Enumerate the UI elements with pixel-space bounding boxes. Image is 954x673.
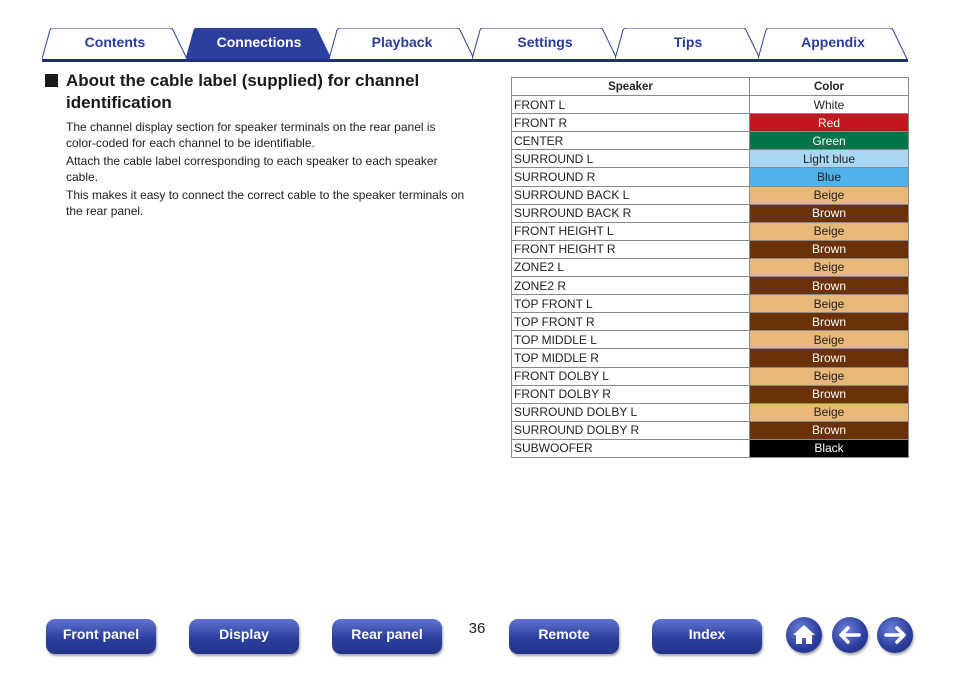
table-header-row: Speaker Color xyxy=(511,76,909,97)
speaker-cell: SURROUND DOLBY R xyxy=(511,420,750,440)
index-button[interactable]: Index xyxy=(652,619,762,654)
section-body: The channel display section for speaker … xyxy=(66,120,466,222)
speaker-cell: FRONT R xyxy=(511,113,750,133)
tab-settings-label: Settings xyxy=(517,34,573,50)
speaker-color-table: Speaker Color FRONT L White FRONT R Red CENT… xyxy=(511,76,909,458)
color-cell: Black xyxy=(749,438,909,458)
color-cell: Beige xyxy=(749,185,909,205)
table-row: ZONE2 L Beige xyxy=(511,257,909,278)
home-icon xyxy=(793,625,815,644)
speaker-cell: FRONT DOLBY L xyxy=(511,366,750,386)
speaker-cell: TOP MIDDLE R xyxy=(511,348,750,368)
table-row: CENTER Green xyxy=(511,131,909,151)
color-cell: Brown xyxy=(749,276,909,296)
color-cell: Beige xyxy=(749,330,909,350)
table-row: FRONT R Red xyxy=(511,113,909,133)
tab-contents[interactable]: Contents xyxy=(42,28,188,60)
speaker-cell: TOP FRONT R xyxy=(511,312,750,332)
speaker-cell: FRONT HEIGHT L xyxy=(511,221,750,241)
tab-tips[interactable]: Tips xyxy=(615,28,761,60)
color-cell: Brown xyxy=(749,312,909,332)
home-button[interactable] xyxy=(786,617,822,653)
section-bullet-square xyxy=(45,74,58,87)
color-cell: Red xyxy=(749,113,909,133)
table-row: SURROUND DOLBY R Brown xyxy=(511,420,909,440)
color-cell: Brown xyxy=(749,420,909,440)
arrow-left-icon xyxy=(839,626,861,644)
speaker-cell: SURROUND DOLBY L xyxy=(511,402,750,422)
arrow-right-icon xyxy=(884,626,906,644)
tab-tips-label: Tips xyxy=(673,34,703,50)
table-row: FRONT HEIGHT R Brown xyxy=(511,239,909,259)
speaker-cell: FRONT HEIGHT R xyxy=(511,239,750,259)
tab-appendix[interactable]: Appendix xyxy=(758,28,908,60)
tab-connections[interactable]: Connections xyxy=(186,28,332,60)
tab-settings[interactable]: Settings xyxy=(472,28,618,60)
color-cell: Beige xyxy=(749,221,909,241)
table-row: SURROUND DOLBY L Beige xyxy=(511,402,909,422)
table-row: FRONT HEIGHT L Beige xyxy=(511,221,909,241)
color-cell: Brown xyxy=(749,348,909,368)
speaker-cell: FRONT DOLBY R xyxy=(511,384,750,404)
tab-playback[interactable]: Playback xyxy=(329,28,475,60)
color-cell: Green xyxy=(749,131,909,151)
header-speaker: Speaker xyxy=(511,76,750,97)
color-cell: Brown xyxy=(749,203,909,223)
front-panel-button[interactable]: Front panel xyxy=(46,619,156,654)
table-row: TOP FRONT L Beige xyxy=(511,294,909,314)
rear-panel-button[interactable]: Rear panel xyxy=(332,619,442,654)
table-row: SURROUND R Blue xyxy=(511,167,909,187)
speaker-cell: FRONT L xyxy=(511,95,750,115)
table-row: SURROUND L Light blue xyxy=(511,149,909,169)
speaker-cell: TOP FRONT L xyxy=(511,294,750,314)
speaker-cell: SURROUND L xyxy=(511,149,750,169)
tab-appendix-label: Appendix xyxy=(801,34,865,50)
forward-button[interactable] xyxy=(877,617,913,653)
tab-underline xyxy=(42,59,908,62)
color-cell: Blue xyxy=(749,167,909,187)
speaker-cell: SURROUND BACK L xyxy=(511,185,750,205)
paragraph: Attach the cable label corresponding to … xyxy=(66,154,438,184)
speaker-cell: ZONE2 L xyxy=(511,257,750,278)
color-cell: Brown xyxy=(749,239,909,259)
table-row: FRONT DOLBY L Beige xyxy=(511,366,909,386)
speaker-cell: SURROUND R xyxy=(511,167,750,187)
paragraph: The channel display section for speaker … xyxy=(66,120,436,150)
remote-button[interactable]: Remote xyxy=(509,619,619,654)
table-row: TOP MIDDLE R Brown xyxy=(511,348,909,368)
table-row: TOP FRONT R Brown xyxy=(511,312,909,332)
table-row: SUBWOOFER Black xyxy=(511,438,909,458)
header-color: Color xyxy=(749,76,909,97)
table-row: SURROUND BACK L Beige xyxy=(511,185,909,205)
speaker-cell: CENTER xyxy=(511,131,750,151)
table-row: SURROUND BACK R Brown xyxy=(511,203,909,223)
color-cell: Light blue xyxy=(749,149,909,169)
color-cell: Beige xyxy=(749,402,909,422)
table-row: FRONT DOLBY R Brown xyxy=(511,384,909,404)
table-row: TOP MIDDLE L Beige xyxy=(511,330,909,350)
color-cell: Beige xyxy=(749,257,909,278)
tab-playback-label: Playback xyxy=(371,34,433,50)
speaker-cell: ZONE2 R xyxy=(511,276,750,296)
back-button[interactable] xyxy=(832,617,868,653)
paragraph: This makes it easy to connect the correc… xyxy=(66,188,465,218)
table-body: FRONT L White FRONT R Red CENTER Green SURROUN… xyxy=(511,95,909,458)
speaker-cell: TOP MIDDLE L xyxy=(511,330,750,350)
color-cell: White xyxy=(749,95,909,115)
display-button[interactable]: Display xyxy=(189,619,299,654)
color-cell: Beige xyxy=(749,366,909,386)
tab-bar: Contents Connections Playback Settings T… xyxy=(0,0,954,64)
speaker-cell: SURROUND BACK R xyxy=(511,203,750,223)
speaker-cell: SUBWOOFER xyxy=(511,438,750,458)
section-title: About the cable label (supplied) for cha… xyxy=(66,71,420,112)
tab-connections-label: Connections xyxy=(216,34,302,50)
tab-contents-label: Contents xyxy=(84,34,146,50)
color-cell: Brown xyxy=(749,384,909,404)
page-number: 36 xyxy=(468,620,486,637)
table-row: FRONT L White xyxy=(511,95,909,115)
color-cell: Beige xyxy=(749,294,909,314)
table-row: ZONE2 R Brown xyxy=(511,276,909,296)
